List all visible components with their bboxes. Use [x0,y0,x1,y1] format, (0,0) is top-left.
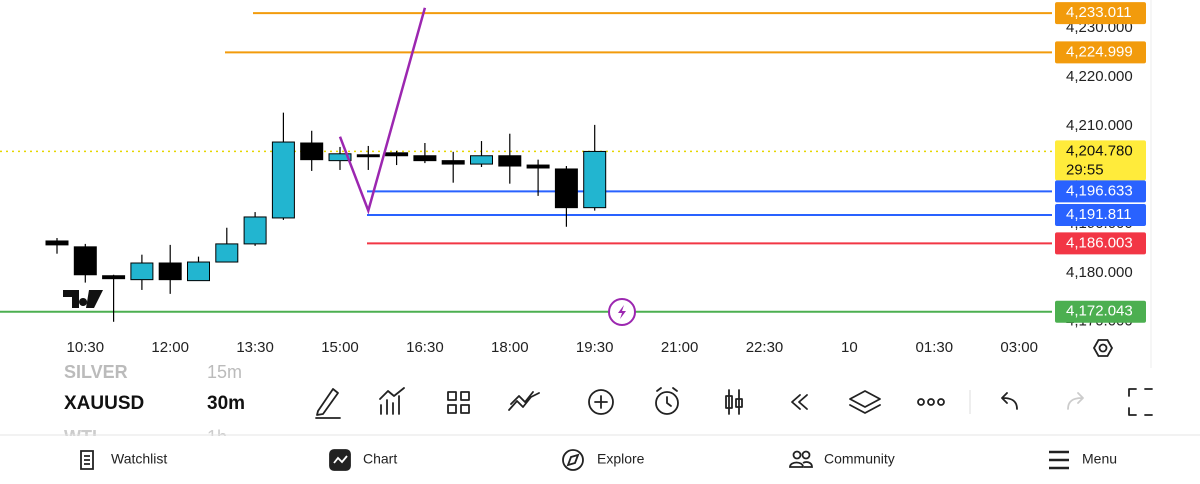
templates-icon[interactable] [447,391,470,414]
candle-body [385,152,409,157]
candle-body [215,243,239,263]
y-tick-label: 4,210.000 [1066,117,1133,134]
x-tick-label: 03:00 [1000,339,1038,356]
candle-body [583,150,607,209]
tv-logo [63,290,103,308]
explore-icon[interactable] [562,449,584,471]
nav-menu[interactable]: Menu [1082,451,1117,467]
candle-body [187,261,210,282]
price-tag-label: 4,196.633 [1066,182,1133,199]
x-tick-label: 10:30 [67,339,105,356]
trend-line [338,7,427,215]
draw-tool-icon[interactable] [315,388,341,419]
price-tag-label: 4,233.011 [1066,4,1132,21]
nav-watchlist[interactable]: Watchlist [111,451,167,467]
x-tick-label: 21:00 [661,339,699,356]
menu-icon[interactable] [1049,450,1069,470]
candle-body [441,160,465,165]
price-tag-label: 4,191.811 [1066,206,1132,223]
undo-icon[interactable] [1001,392,1018,410]
tv-logo-mark [63,290,103,308]
symbol[interactable]: XAUUSD [64,393,144,414]
chart-type-icon[interactable] [725,389,743,415]
candle-body [356,154,380,158]
candle-body [413,155,437,162]
settings-icon[interactable] [1092,339,1114,357]
x-tick-label: 01:30 [916,339,954,356]
layers-icon[interactable] [849,390,881,414]
candle-body [300,142,324,161]
interval[interactable]: 30m [207,393,245,414]
candle-body [102,275,126,280]
price-tag [1055,140,1146,181]
candle-body [554,168,578,209]
interval-prev[interactable]: 15m [207,362,242,382]
price-tag-label: 4,224.999 [1066,43,1133,60]
chart: 4,170.0004,180.0004,190.0004,200.0004,21… [0,2,1146,356]
candle-body [328,153,352,162]
x-tick-label: 18:00 [491,339,529,356]
nav-chart[interactable]: Chart [363,451,397,467]
x-tick-label: 16:30 [406,339,444,356]
x-tick-label: 15:00 [321,339,359,356]
y-tick-label: 4,220.000 [1066,68,1133,85]
candle-body [271,141,295,219]
indicators-icon[interactable] [379,387,405,415]
x-tick-label: 19:30 [576,339,614,356]
x-tick-label: 12:00 [151,339,189,356]
candle-body [526,164,550,169]
nav-community[interactable]: Community [824,451,895,467]
candle-body [498,155,522,167]
candle-body [470,155,493,165]
price-tag [1055,180,1146,203]
x-tick-label: 22:30 [746,339,784,356]
countdown: 29:55 [1066,161,1104,178]
price-tag [1055,300,1146,323]
y-tick-label: 4,180.000 [1066,264,1133,281]
more-icon[interactable] [917,398,925,406]
price-tag-label: 4,172.043 [1066,303,1133,320]
candle-body [45,240,69,246]
price-tag [1055,41,1146,64]
candle-body [130,262,154,281]
watchlist-icon[interactable] [80,450,94,470]
price-tag [1055,232,1146,255]
price-tag [1055,203,1146,226]
candle-body [158,262,182,281]
symbol-prev[interactable]: SILVER [64,362,128,382]
compare-icon[interactable] [508,391,540,411]
candle-body [243,216,267,245]
nav-explore[interactable]: Explore [597,451,645,467]
price-tag [1055,2,1146,25]
add-icon[interactable] [588,389,614,415]
price-tag-label: 4,204.780 [1066,142,1133,159]
fullscreen-icon[interactable] [1128,388,1153,416]
x-tick-label: 13:30 [236,339,274,356]
redo-icon[interactable] [1067,392,1084,410]
price-tag-label: 4,186.003 [1066,234,1133,251]
replay-icon[interactable] [791,394,808,410]
nav-bar [0,436,1200,484]
candle-body [73,246,97,276]
lightning-button[interactable] [608,298,636,326]
x-tick-label: 10 [841,339,858,356]
alert-icon[interactable] [655,391,679,415]
community-icon[interactable] [792,450,802,460]
